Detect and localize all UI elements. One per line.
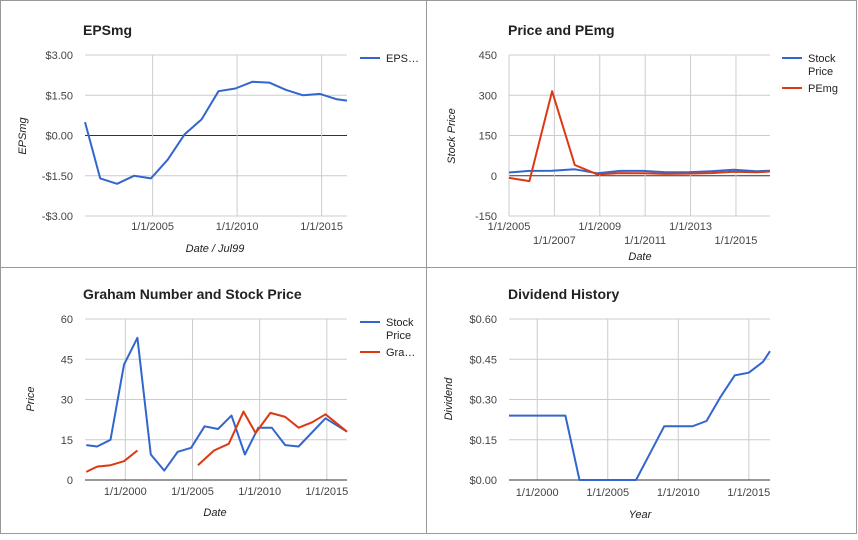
y-tick-label: -$1.50 [42,171,73,183]
y-tick-label: $0.60 [469,314,497,326]
y-tick-label: 150 [479,131,497,143]
panel-border-top-right [426,0,857,268]
series-line-blue [84,80,348,185]
x-tick-label: 1/1/2011 [624,235,666,247]
chart-title: Graham Number and Stock Price [83,286,302,302]
legend-label: Stock Price [808,53,836,78]
chart-title: Price and PEmg [508,22,615,38]
x-tick-label: 1/1/2010 [238,486,281,498]
x-tick-label: 1/1/2005 [488,221,531,233]
y-tick-label: $3.00 [45,50,73,62]
y-tick-label: 0 [67,475,73,487]
x-tick-label: 1/1/2015 [300,221,343,233]
series-line-blue [509,350,771,481]
panel-border-top-left [0,0,427,268]
y-tick-label: $0.00 [469,475,497,487]
x-axis-title: Date / Jul99 [186,243,245,255]
y-tick-label: 450 [479,50,497,62]
x-tick-label: 1/1/2015 [305,486,348,498]
y-axis-title: Stock Price [446,108,458,164]
y-axis-title: EPSmg [17,116,29,154]
chart-1: EPSmg $3.00 $1.50 $0.00 -$1.50 -$3.00 1/1/2005… [17,22,419,255]
y-tick-label: $0.45 [469,354,497,366]
x-axis-title: Date [203,507,226,519]
legend-item: EPS… [360,53,419,65]
y-tick-label: $1.50 [45,90,73,102]
y-axis-title: Dividend [443,377,455,421]
y-tick-label: $0.00 [45,131,73,143]
legend-label: EPS… [386,53,419,65]
x-tick-label: 1/1/2013 [669,221,712,233]
series-line-blue [508,168,771,175]
legend-item: Stock Price [360,317,414,342]
series-line-red [197,410,348,466]
y-tick-label: $0.15 [469,435,497,447]
legend-item: Gra… [360,347,415,359]
y-tick-label: 15 [61,435,73,447]
y-tick-label: 30 [61,395,73,407]
chart-3: Graham Number and Stock Price 60 45 30 15 0 1/… [25,286,415,519]
legend-item: PEmg [782,83,838,95]
y-tick-label: 300 [479,90,497,102]
series-line-red [85,449,139,473]
y-tick-label: -150 [475,211,497,223]
x-axis-title: Year [629,509,653,521]
x-tick-label: 1/1/2000 [516,487,559,499]
panel-border-bottom-right [426,267,857,534]
x-tick-label: 1/1/2015 [727,487,770,499]
series-line-red [508,90,771,183]
x-tick-label: 1/1/2010 [216,221,259,233]
x-tick-label: 1/1/2005 [586,487,629,499]
chart-title: Dividend History [508,286,619,302]
x-tick-label: 1/1/2005 [131,221,174,233]
y-axis-title: Price [25,386,37,411]
x-tick-label: 1/1/2000 [104,486,147,498]
legend-label: Gra… [386,347,415,359]
x-tick-label: 1/1/2007 [533,235,576,247]
y-tick-label: 60 [61,314,73,326]
x-tick-label: 1/1/2010 [657,487,700,499]
series-line-blue [86,336,348,472]
legend-item: Stock Price [782,53,836,78]
y-tick-label: 45 [61,354,73,366]
legend-label: Stock Price [386,317,414,342]
chart-title: EPSmg [83,22,132,38]
chart-2: Price and PEmg4503001500-1501/1/20051/1/… [446,22,838,263]
y-tick-label: $0.30 [469,395,497,407]
y-tick-label: -$3.00 [42,211,73,223]
x-axis-title: Date [628,251,651,263]
legend-label: PEmg [808,83,838,95]
chart-4: Dividend History $0.60 $0.45 $0.30 $0.15 $0.0… [443,286,771,521]
panel-border-bottom-left [0,267,427,534]
y-tick-label: 0 [491,171,497,183]
x-tick-label: 1/1/2009 [578,221,621,233]
x-tick-label: 1/1/2015 [715,235,758,247]
x-tick-label: 1/1/2005 [171,486,214,498]
